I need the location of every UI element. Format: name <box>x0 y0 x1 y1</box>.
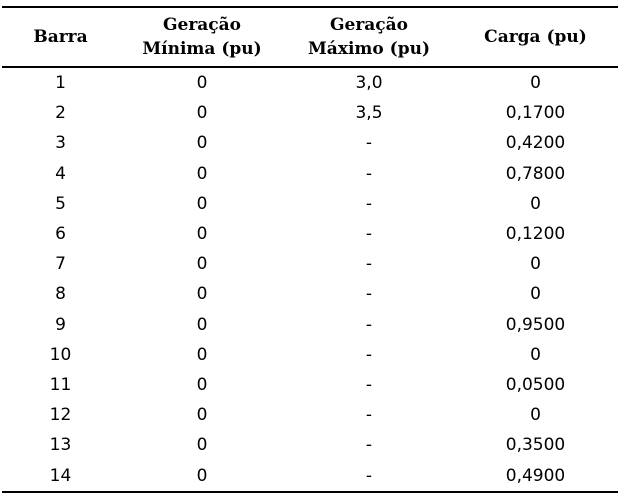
cell-carga: 0,7800 <box>505 163 566 184</box>
cell-carga: 0,0500 <box>505 374 566 395</box>
cell-carga: 0,1200 <box>505 224 566 245</box>
cell-barra: 4 <box>55 163 66 184</box>
cell-carga: 0,4900 <box>505 465 566 486</box>
cell-carga: 0,4200 <box>505 133 566 154</box>
table-row: 5 0 - 0 <box>2 189 618 219</box>
header-geracao-maximo-line2: Máximo (pu) <box>307 39 430 59</box>
cell-carga: 0 <box>530 73 541 94</box>
table-row: 13 0 - 0,3500 <box>2 430 618 460</box>
cell-geracao-maximo: - <box>365 254 373 275</box>
cell-barra: 11 <box>49 374 72 395</box>
cell-geracao-minima: 0 <box>196 103 208 124</box>
cell-carga: 0 <box>530 193 541 214</box>
cell-carga: 0 <box>530 405 541 426</box>
table-row: 7 0 - 0 <box>2 249 618 279</box>
header-barra: Barra <box>2 7 119 67</box>
table-body: 1 0 3,0 0 2 0 3,5 0,1700 3 0-0,4200 4 0-0,7800 5 0-0 6… <box>2 67 618 492</box>
cell-geracao-minima: 0 <box>196 284 208 305</box>
cell-carga: 0 <box>530 284 541 305</box>
table-row: 4 0 - 0,7800 <box>2 159 618 189</box>
cell-geracao-maximo: - <box>365 284 373 305</box>
cell-geracao-minima: 0 <box>196 374 208 395</box>
cell-geracao-minima: 0 <box>196 465 208 486</box>
cell-geracao-maximo: - <box>365 163 373 184</box>
cell-barra: 6 <box>55 224 66 245</box>
header-geracao-minima-line2: Mínima (pu) <box>142 39 262 59</box>
table-row: 3 0 - 0,4200 <box>2 128 618 158</box>
header-carga-label: Carga (pu) <box>484 27 587 47</box>
cell-geracao-maximo: - <box>365 465 373 486</box>
header-geracao-minima: Geração Mínima (pu) <box>119 7 285 67</box>
table-row: 9 0 - 0,9500 <box>2 310 618 340</box>
cell-barra: 9 <box>55 314 66 335</box>
cell-geracao-minima: 0 <box>196 405 208 426</box>
cell-carga: 0,9500 <box>505 314 566 335</box>
table-row: 14 0 - 0,4900 <box>2 460 618 492</box>
cell-geracao-minima: 0 <box>196 73 208 94</box>
cell-geracao-maximo: - <box>365 133 373 154</box>
table-row: 11 0 - 0,0500 <box>2 370 618 400</box>
header-row: Barra Geração Mínima (pu) Geração Máximo… <box>2 7 618 67</box>
cell-barra: 10 <box>49 344 72 365</box>
cell-geracao-maximo: - <box>365 405 373 426</box>
cell-geracao-minima: 0 <box>196 133 208 154</box>
cell-barra: 8 <box>55 284 66 305</box>
cell-geracao-maximo: - <box>365 374 373 395</box>
cell-geracao-maximo: - <box>365 193 373 214</box>
cell-geracao-maximo: - <box>365 224 373 245</box>
table-row: 6 0 - 0,1200 <box>2 219 618 249</box>
cell-geracao-maximo: 3,0 <box>355 73 383 94</box>
table-row: 2 0 3,5 0,1700 <box>2 98 618 128</box>
cell-barra: 13 <box>49 435 72 456</box>
cell-carga: 0,1700 <box>505 103 566 124</box>
cell-carga: 0,3500 <box>505 435 566 456</box>
cell-carga: 0 <box>530 254 541 275</box>
cell-geracao-minima: 0 <box>196 314 208 335</box>
bus-data-table: Barra Geração Mínima (pu) Geração Máximo… <box>2 6 618 493</box>
cell-geracao-minima: 0 <box>196 344 208 365</box>
cell-geracao-maximo: - <box>365 435 373 456</box>
table-row: 8 0 - 0 <box>2 279 618 309</box>
header-carga: Carga (pu) <box>453 7 618 67</box>
cell-barra: 1 <box>55 73 66 94</box>
table-row: 10 0 - 0 <box>2 340 618 370</box>
cell-barra: 3 <box>55 133 66 154</box>
cell-geracao-maximo: - <box>365 344 373 365</box>
cell-geracao-minima: 0 <box>196 254 208 275</box>
cell-geracao-maximo: - <box>365 314 373 335</box>
cell-barra: 14 <box>49 465 72 486</box>
cell-barra: 12 <box>49 405 72 426</box>
table-header: Barra Geração Mínima (pu) Geração Máximo… <box>2 7 618 67</box>
cell-barra: 5 <box>55 193 66 214</box>
cell-geracao-minima: 0 <box>196 224 208 245</box>
table-row: 12 0 - 0 <box>2 400 618 430</box>
cell-geracao-minima: 0 <box>196 435 208 456</box>
header-geracao-maximo-line1: Geração <box>329 15 408 35</box>
header-geracao-minima-line1: Geração <box>162 15 241 35</box>
data-table-container: Barra Geração Mínima (pu) Geração Máximo… <box>2 6 618 493</box>
header-geracao-maximo: Geração Máximo (pu) <box>285 7 453 67</box>
cell-barra: 2 <box>55 103 66 124</box>
cell-geracao-minima: 0 <box>196 163 208 184</box>
header-barra-label: Barra <box>33 27 88 47</box>
cell-carga: 0 <box>530 344 541 365</box>
cell-barra: 7 <box>55 254 66 275</box>
cell-geracao-minima: 0 <box>196 193 208 214</box>
cell-geracao-maximo: 3,5 <box>355 103 383 124</box>
table-row: 1 0 3,0 0 <box>2 67 618 98</box>
